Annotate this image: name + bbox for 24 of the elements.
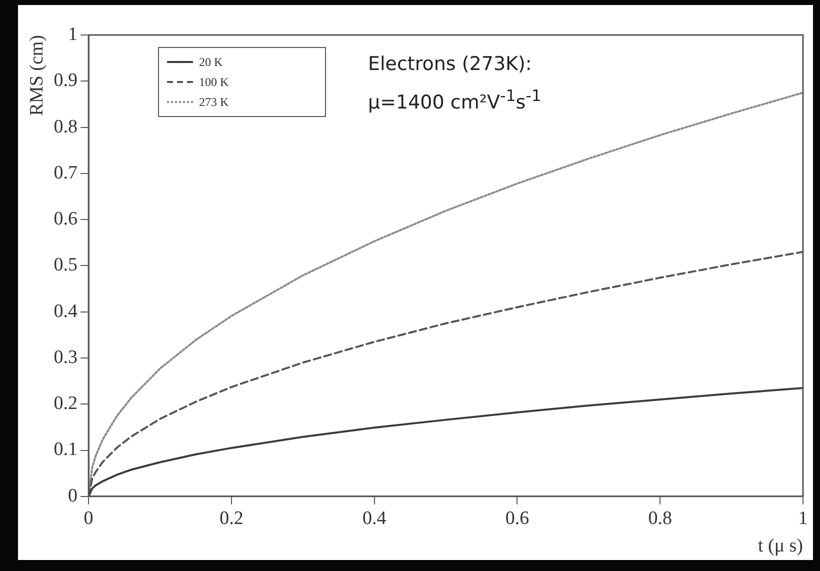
y-tick-label: 0 (68, 485, 78, 506)
x-tick-label: 1 (798, 508, 808, 529)
y-tick-label: 0.5 (54, 254, 78, 276)
y-tick-label: 0.1 (54, 439, 78, 460)
legend-label: 100 K (199, 74, 229, 90)
x-tick-label: 0.8 (648, 508, 672, 529)
legend-label: 273 K (199, 94, 229, 110)
y-tick-label: 0.2 (54, 393, 78, 414)
y-tick-label: 1 (68, 24, 78, 45)
x-tick-label: 0 (84, 508, 94, 529)
y-tick-label: 0.4 (54, 300, 78, 322)
y-tick-label: 0.7 (54, 162, 78, 184)
x-axis-title: t (μ s) (758, 536, 803, 557)
y-tick-label: 0.9 (54, 70, 78, 92)
y-tick-label: 0.3 (54, 346, 78, 368)
annotation: Electrons (273K): (368, 52, 533, 77)
y-tick-label: 0.6 (54, 208, 78, 230)
legend-label: 20 K (199, 54, 223, 70)
annotation: μ=1400 cm²V$^{-1}$s$^{-1}$ (368, 85, 542, 116)
x-tick-label: 0.6 (505, 508, 530, 529)
y-tick-label: 0.8 (54, 116, 78, 138)
y-axis-title: RMS (cm) (26, 35, 48, 116)
x-tick-label: 0.4 (362, 508, 387, 529)
x-tick-label: 0.2 (220, 508, 244, 529)
